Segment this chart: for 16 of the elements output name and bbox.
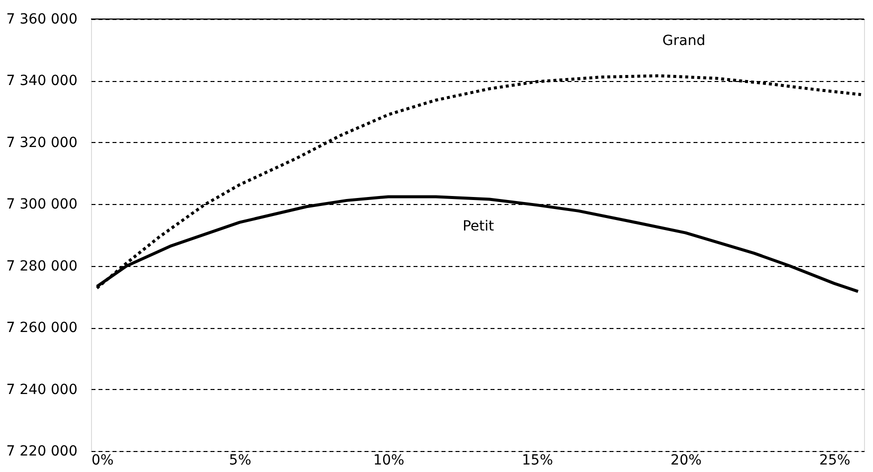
y-tick-label: 7 220 000: [6, 444, 78, 460]
x-tick-label: 25%: [819, 452, 850, 468]
x-tick-label: 20%: [670, 452, 702, 468]
y-tick-label: 7 240 000: [6, 382, 78, 398]
y-tick-label: 7 320 000: [6, 134, 78, 151]
series-label: Petit: [462, 218, 495, 235]
x-tick-label: 0%: [92, 452, 114, 468]
y-tick-label: 7 280 000: [6, 258, 78, 274]
x-tick-label: 5%: [229, 452, 252, 468]
series-label: Grand: [662, 32, 706, 49]
y-tick-label: 7 340 000: [6, 73, 78, 90]
x-tick-label: 10%: [373, 452, 404, 468]
y-tick-label: 7 360 000: [6, 12, 78, 28]
y-tick-label: 7 300 000: [6, 196, 78, 213]
y-tick-label: 7 260 000: [6, 320, 78, 336]
x-tick-label: 15%: [522, 452, 554, 468]
